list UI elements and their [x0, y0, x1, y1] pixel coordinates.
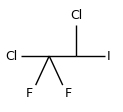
Text: I: I: [107, 50, 111, 62]
Text: Cl: Cl: [5, 50, 17, 62]
Text: Cl: Cl: [70, 9, 82, 22]
Text: F: F: [26, 87, 33, 100]
Text: F: F: [65, 87, 72, 100]
